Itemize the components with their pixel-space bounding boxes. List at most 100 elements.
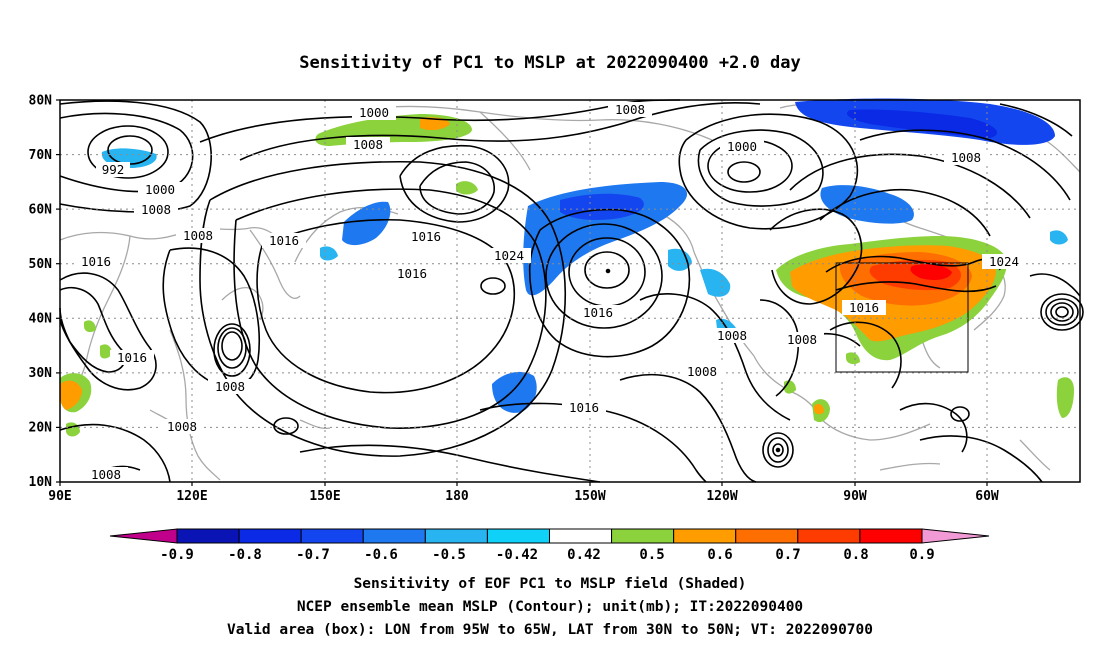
contour-label: 1008 bbox=[84, 467, 128, 482]
lon-label: 90W bbox=[843, 489, 867, 504]
valid-area-box bbox=[835, 262, 969, 373]
lat-label: 50N bbox=[29, 257, 53, 272]
colorbar-label: 0.7 bbox=[775, 547, 800, 563]
colorbar-label: -0.5 bbox=[432, 547, 466, 563]
colorbar-label: 0.5 bbox=[639, 547, 664, 563]
colorbar-label: 0.6 bbox=[707, 547, 732, 563]
colorbar-min-triangle bbox=[109, 528, 178, 544]
colorbar-cell bbox=[673, 528, 737, 544]
svg-text:1008: 1008 bbox=[615, 102, 645, 117]
svg-text:1016: 1016 bbox=[269, 233, 299, 248]
contour-label: 1008 bbox=[160, 419, 204, 434]
svg-text:1016: 1016 bbox=[117, 350, 147, 365]
colorbar-cell bbox=[300, 528, 364, 544]
svg-text:1024: 1024 bbox=[989, 254, 1019, 269]
svg-text:1008: 1008 bbox=[687, 364, 717, 379]
contour-label: 1008 bbox=[176, 228, 220, 243]
lon-label: 180 bbox=[445, 489, 469, 504]
contour-label: 1000 bbox=[352, 105, 396, 120]
contour-label: 1024 bbox=[487, 248, 531, 263]
contour-label: 1016 bbox=[404, 229, 448, 244]
lat-label: 20N bbox=[29, 421, 53, 436]
plot-title: Sensitivity of PC1 to MSLP at 2022090400… bbox=[299, 53, 801, 73]
svg-text:1000: 1000 bbox=[145, 182, 175, 197]
lon-label: 90E bbox=[48, 489, 71, 504]
lon-label: 150E bbox=[309, 489, 340, 504]
contour-label: 1008 bbox=[710, 328, 754, 343]
colorbar-cell bbox=[238, 528, 302, 544]
contour-label: 1016 bbox=[110, 350, 154, 365]
svg-text:1008: 1008 bbox=[183, 228, 213, 243]
svg-text:1016: 1016 bbox=[397, 266, 427, 281]
svg-text:1008: 1008 bbox=[91, 467, 121, 482]
lon-label: 60W bbox=[975, 489, 999, 504]
lat-label: 60N bbox=[29, 203, 53, 218]
colorbar-cell bbox=[859, 528, 923, 544]
colorbar-cell bbox=[735, 528, 799, 544]
colorbar: -0.9 -0.8 -0.7 -0.6 -0.5 -0.42 0.42 0.5 … bbox=[109, 528, 990, 563]
caption-line: NCEP ensemble mean MSLP (Contour); unit(… bbox=[297, 599, 803, 615]
colorbar-label: -0.8 bbox=[228, 547, 262, 563]
colorbar-label: -0.9 bbox=[160, 547, 194, 563]
svg-text:1016: 1016 bbox=[411, 229, 441, 244]
svg-text:1008: 1008 bbox=[353, 137, 383, 152]
lon-axis: 90E 120E 150E 180 150W 120W 90W 60W bbox=[48, 482, 999, 504]
svg-text:1008: 1008 bbox=[141, 202, 171, 217]
colorbar-label: 0.9 bbox=[909, 547, 934, 563]
lon-label: 120W bbox=[706, 489, 737, 504]
svg-text:1024: 1024 bbox=[494, 248, 524, 263]
svg-text:1008: 1008 bbox=[215, 379, 245, 394]
lat-label: 70N bbox=[29, 148, 53, 163]
caption-line: Valid area (box): LON from 95W to 65W, L… bbox=[227, 622, 873, 638]
colorbar-cell bbox=[549, 528, 613, 544]
lat-label: 80N bbox=[29, 94, 53, 109]
lat-axis: 80N 70N 60N 50N 40N 30N 20N 10N bbox=[29, 94, 60, 490]
contour-label: 1016 bbox=[74, 254, 118, 269]
svg-text:1016: 1016 bbox=[849, 300, 879, 315]
colorbar-cell bbox=[797, 528, 861, 544]
svg-text:1008: 1008 bbox=[167, 419, 197, 434]
colorbar-cell bbox=[611, 528, 675, 544]
lat-label: 40N bbox=[29, 312, 53, 327]
colorbar-cell bbox=[362, 528, 426, 544]
svg-text:1008: 1008 bbox=[951, 150, 981, 165]
colorbar-max-triangle bbox=[921, 528, 990, 544]
contour-label: 1008 bbox=[780, 332, 824, 347]
contour-label: 1016 bbox=[562, 400, 606, 415]
contour-labels: 1000 1008 992 1000 1008 1016 1008 1016 1… bbox=[74, 102, 1026, 482]
svg-text:1008: 1008 bbox=[717, 328, 747, 343]
svg-text:1016: 1016 bbox=[81, 254, 111, 269]
svg-text:1000: 1000 bbox=[359, 105, 389, 120]
contour-label: 1024 bbox=[982, 254, 1026, 269]
contour-label: 1016 bbox=[576, 305, 620, 320]
svg-text:1016: 1016 bbox=[569, 400, 599, 415]
lon-label: 120E bbox=[176, 489, 207, 504]
contour-label: 1000 bbox=[720, 139, 764, 154]
colorbar-cell bbox=[424, 528, 488, 544]
caption-line: Sensitivity of EOF PC1 to MSLP field (Sh… bbox=[354, 576, 747, 592]
lat-label: 10N bbox=[29, 475, 53, 490]
colorbar-label: 0.42 bbox=[567, 547, 601, 563]
contour-label: 1016 bbox=[842, 300, 886, 315]
contour-label: 1016 bbox=[390, 266, 434, 281]
colorbar-label: -0.7 bbox=[296, 547, 330, 563]
colorbar-label: -0.6 bbox=[364, 547, 398, 563]
svg-text:1016: 1016 bbox=[583, 305, 613, 320]
contour-label: 1008 bbox=[608, 102, 652, 117]
map-frame bbox=[59, 99, 1081, 483]
contour-label: 1000 bbox=[138, 182, 182, 197]
contour-label: 1008 bbox=[680, 364, 724, 379]
grid-lines bbox=[60, 100, 1080, 482]
colorbar-label: -0.42 bbox=[496, 547, 538, 563]
contour-label: 1008 bbox=[134, 202, 178, 217]
colorbar-cell bbox=[176, 528, 240, 544]
colorbar-label: 0.8 bbox=[843, 547, 868, 563]
svg-text:1000: 1000 bbox=[727, 139, 757, 154]
contour-label: 1008 bbox=[208, 379, 252, 394]
svg-text:1008: 1008 bbox=[787, 332, 817, 347]
contour-label: 1008 bbox=[346, 137, 390, 152]
contour-label: 1008 bbox=[944, 150, 988, 165]
lon-label: 150W bbox=[574, 489, 605, 504]
contour-label: 992 bbox=[96, 162, 130, 177]
colorbar-cell bbox=[486, 528, 551, 544]
